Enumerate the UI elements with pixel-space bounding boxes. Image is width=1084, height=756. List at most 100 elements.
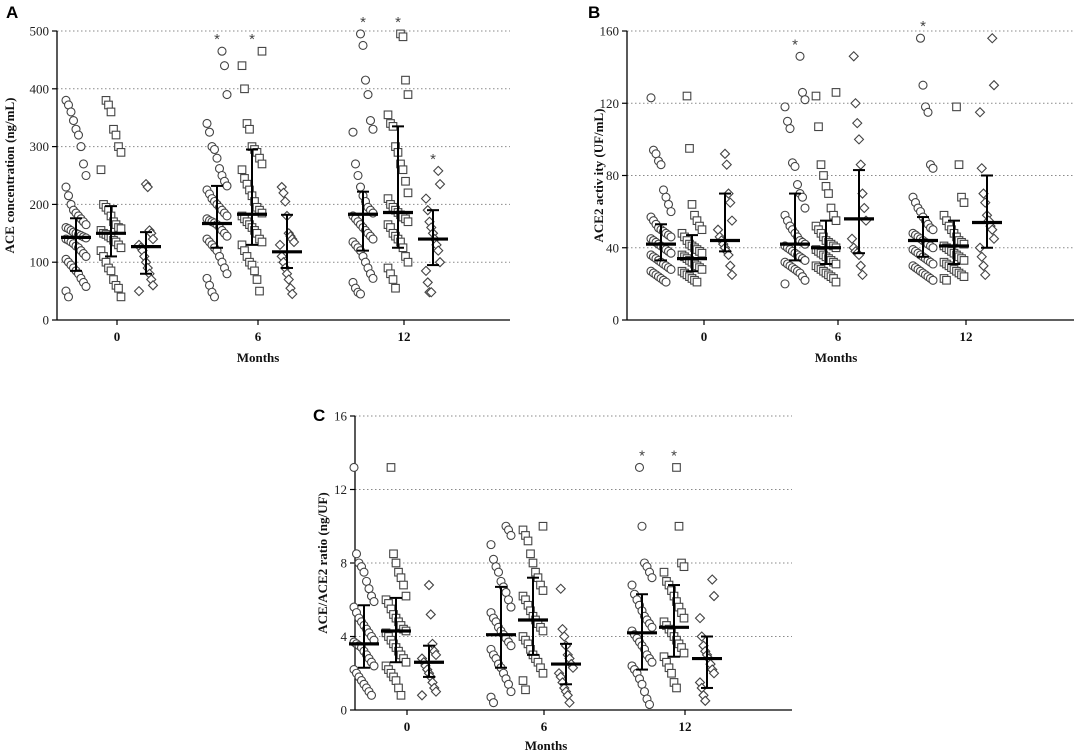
y-tick-label: 12 (334, 482, 347, 497)
circle-point (666, 264, 676, 274)
circle-point (800, 255, 810, 265)
square-point (245, 124, 254, 134)
y-tick-label: 0 (341, 703, 348, 718)
circle-point (486, 540, 496, 550)
circle-point (222, 231, 232, 241)
circle-point (219, 61, 230, 71)
diamond-point (988, 79, 1000, 91)
square-point (831, 259, 841, 269)
square-point (692, 277, 702, 287)
circle-point (637, 679, 647, 689)
circle-point (503, 595, 514, 605)
square-point (396, 690, 406, 700)
square-point (401, 75, 410, 85)
y-tick-label: 4 (341, 629, 348, 644)
diamond-point (699, 695, 711, 707)
column-0m-diamond (131, 178, 161, 297)
square-point (257, 159, 267, 169)
square-point (679, 562, 689, 572)
circle-point (647, 573, 657, 583)
circle-point (351, 549, 362, 559)
column-6m-square (811, 88, 841, 287)
diamond-point (708, 590, 720, 602)
diamond-point (420, 265, 432, 277)
square-point (383, 110, 393, 120)
y-tick-label: 8 (341, 556, 348, 571)
circle-point (666, 248, 676, 258)
circle-point (644, 699, 655, 710)
square-point (679, 613, 689, 623)
square-point (523, 536, 533, 546)
column-0m-square (96, 96, 126, 302)
square-point (672, 683, 681, 693)
diamond-point (694, 612, 706, 624)
square-point (257, 46, 267, 56)
circle-point (217, 46, 227, 56)
square-point (401, 176, 410, 186)
circle-point (656, 160, 666, 170)
square-point (826, 203, 836, 213)
y-tick-label: 400 (30, 81, 50, 96)
column-12m-circle: * (908, 18, 938, 285)
square-point (674, 521, 684, 531)
diamond-point (724, 197, 736, 208)
circle-point (348, 127, 358, 137)
circle-point (634, 462, 645, 473)
significance-star: * (639, 447, 645, 464)
square-point (831, 216, 841, 226)
circle-point (488, 698, 499, 708)
column-6m-square: * (237, 31, 267, 296)
square-point (526, 549, 535, 559)
column-12m-diamond (972, 32, 1002, 281)
square-point (111, 130, 121, 140)
column-12m-circle: * (348, 14, 378, 299)
square-point (240, 84, 249, 94)
column-0m-diamond (710, 148, 740, 281)
square-point (255, 286, 264, 296)
diamond-point (726, 269, 738, 281)
circle-point (363, 90, 373, 100)
square-point (697, 225, 707, 235)
square-point (959, 272, 969, 282)
circle-point (928, 275, 938, 285)
diamond-point (279, 196, 291, 207)
significance-star: * (920, 18, 926, 35)
circle-point (503, 679, 514, 689)
diamond-point (724, 260, 736, 272)
diamond-point (706, 574, 718, 585)
column-0m-circle (61, 95, 91, 302)
diamond-point (288, 236, 300, 248)
square-point (831, 88, 841, 97)
diamond-point (564, 697, 575, 708)
square-point (391, 558, 401, 568)
circle-point (928, 163, 938, 173)
circle-point (358, 40, 368, 51)
circle-point (915, 33, 926, 43)
circle-point (488, 554, 499, 564)
square-point (403, 257, 413, 267)
circle-point (795, 51, 805, 61)
diamond-point (147, 233, 159, 245)
square-point (396, 573, 406, 583)
circle-point (355, 289, 366, 299)
circle-point (360, 75, 371, 85)
circle-point (364, 584, 374, 594)
diamond-point (726, 215, 738, 226)
diamond-point (555, 583, 567, 595)
y-tick-label: 0 (613, 313, 620, 328)
diamond-point (858, 202, 870, 214)
x-tick-label: 0 (114, 329, 121, 344)
diamond-point (978, 260, 989, 272)
circle-point (204, 127, 215, 137)
y-tick-label: 40 (606, 240, 619, 255)
significance-star: * (249, 31, 255, 48)
column-6m-circle: * (202, 31, 232, 302)
x-tick-label: 12 (960, 329, 973, 344)
diamond-point (723, 249, 734, 261)
circle-point (212, 153, 222, 163)
circle-point (666, 232, 676, 242)
y-tick-label: 0 (43, 313, 50, 328)
column-12m-square (939, 102, 969, 285)
circle-point (923, 107, 933, 117)
diamond-point (721, 159, 733, 170)
